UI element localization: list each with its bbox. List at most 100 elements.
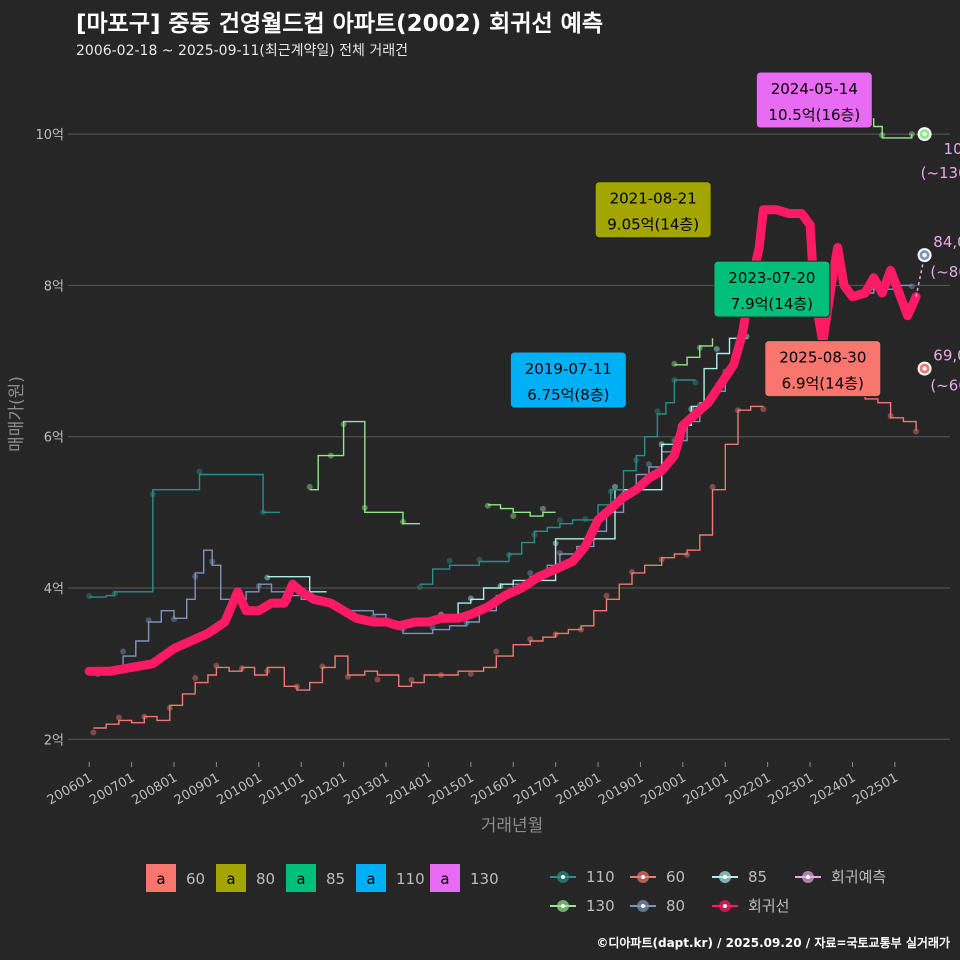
forecast-layer: 100,000 (~130㎡) 84,000 (~80㎡) 69,000 (~60㎡) [917, 127, 960, 395]
forecast-point-core [922, 252, 927, 258]
series-85-point [497, 583, 504, 590]
series-85-point [658, 441, 665, 448]
series-130-point [484, 502, 491, 509]
series-110-point [196, 468, 203, 475]
series-130-point [908, 131, 915, 138]
series-130-point [361, 504, 368, 511]
series-130-point [306, 483, 313, 490]
series-60-line [93, 394, 917, 729]
x-tick-label: 201601 [469, 770, 519, 808]
legend: a 60 a 80 a 85 a 110 a 130 110 60 85 회귀예측 130 80 회귀선 [146, 864, 886, 915]
series-110-point [86, 593, 93, 600]
series-80-point [192, 573, 199, 580]
x-tick-label: 202001 [638, 770, 688, 808]
chart-title: [마포구] 중동 건영월드컵 아파트(2002) 회귀선 예측 [76, 11, 603, 37]
x-tick-label: 200701 [87, 770, 137, 808]
x-tick-label: 201201 [299, 770, 349, 808]
legend-swatch-glyph: a [296, 870, 305, 888]
series-110-point [476, 556, 483, 563]
series-110-point [416, 583, 423, 590]
series-110-point [111, 590, 118, 597]
y-tick-label: 4억 [44, 582, 64, 597]
annotation-box [713, 260, 831, 318]
annotation-date: 2019-07-11 [525, 360, 612, 378]
series-60-point [141, 713, 148, 720]
legend-label: 110 [396, 870, 425, 888]
series-130-point [671, 360, 678, 367]
series-110-point [260, 509, 267, 516]
x-tick-label: 202301 [766, 770, 816, 808]
series-130-point [539, 505, 546, 512]
series-80-point [645, 461, 652, 468]
y-tick-label: 10억 [35, 128, 64, 143]
series-60-point [319, 663, 326, 670]
series-110-point [582, 516, 589, 523]
series-60-point [166, 704, 173, 711]
y-axis-title: 매매가(원) [7, 376, 27, 452]
legend-swatch-60 [146, 864, 176, 892]
legend-swatch-glyph: a [156, 870, 165, 888]
legend-line-label: 110 [586, 868, 615, 886]
series-60-point [552, 631, 559, 638]
legend-swatch-glyph: a [226, 870, 235, 888]
forecast-point-core [922, 366, 927, 371]
annotation-date: 2025-08-30 [779, 349, 866, 367]
series-60-point [115, 714, 122, 721]
series-60-point [293, 683, 300, 690]
series-80-point [556, 550, 563, 557]
series-60-point [887, 412, 894, 419]
x-tick-label: 202201 [723, 770, 773, 808]
series-85-point [264, 574, 271, 581]
series-130-point [696, 344, 703, 351]
series-130-point [879, 132, 886, 139]
forecast-area-label: (~60㎡) [930, 377, 960, 395]
series-80-point [145, 617, 152, 624]
legend-label: 85 [326, 870, 345, 888]
x-tick-label: 200601 [45, 770, 95, 808]
legend-marker-core [641, 904, 645, 908]
series-110-point [654, 408, 661, 415]
series-60-point [213, 662, 220, 669]
legend-line-label: 60 [666, 868, 685, 886]
series-60-point [578, 626, 585, 633]
x-tick-label: 200801 [130, 770, 180, 808]
legend-marker-core [561, 875, 565, 879]
series-80-point [171, 616, 178, 623]
legend-marker-core [806, 875, 810, 879]
series-60-point [493, 648, 500, 655]
series-85-point [467, 595, 474, 602]
series-110-point [506, 551, 512, 558]
series-60-point [709, 483, 716, 490]
forecast-area-label: (~80㎡) [930, 263, 960, 281]
y-tick-label: 8억 [44, 279, 64, 294]
forecast-area-label: (~130㎡) [921, 164, 960, 182]
series-60-point [90, 729, 97, 736]
legend-line-label: 80 [666, 897, 685, 915]
series-60-point [760, 406, 767, 413]
forecast-value-label: 69,000 [933, 347, 960, 365]
series-60-point [527, 636, 534, 643]
x-tick-label: 201501 [426, 770, 476, 808]
annotation-price: 9.05억(14층) [607, 216, 699, 234]
series-60-point [467, 670, 474, 677]
x-tick-label: 201801 [554, 770, 604, 808]
annotation-price: 10.5억(16층) [768, 106, 860, 124]
legend-marker-core [561, 904, 565, 908]
series-110-point [556, 517, 563, 524]
legend-marker-core [723, 875, 727, 879]
series-110-point [692, 379, 699, 386]
series-110-point [633, 457, 640, 464]
legend-line-label: 85 [748, 868, 767, 886]
x-tick-label: 201301 [342, 770, 392, 808]
legend-line-label: 130 [586, 897, 615, 915]
legend-swatch-glyph: a [440, 870, 449, 888]
series-110-point [607, 488, 614, 495]
annotation-layer: 2024-05-14 10.5억(16층) 2021-08-21 9.05억(14층)… [509, 71, 882, 409]
series-110-point [671, 376, 678, 383]
x-tick-label: 202101 [681, 770, 731, 808]
series-130-line [309, 118, 913, 525]
series-130-point [510, 512, 517, 519]
series-60-point [264, 668, 271, 675]
forecast-value-label: 84,000 [933, 233, 960, 251]
forecast-value-label: 100,000 [944, 140, 960, 158]
